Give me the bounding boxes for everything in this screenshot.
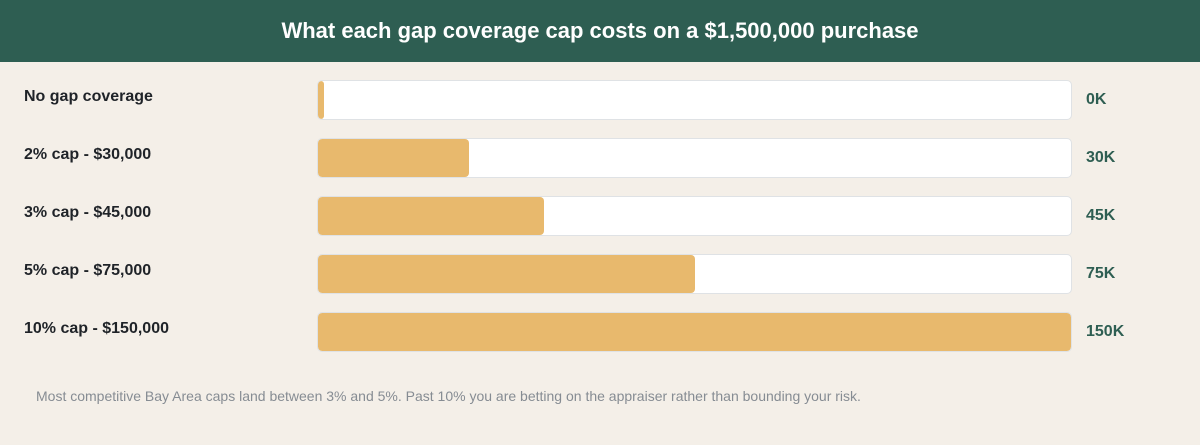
chart-footnote: Most competitive Bay Area caps land betw…: [36, 388, 861, 404]
bar-track: [317, 80, 1072, 120]
bar-track: [317, 138, 1072, 178]
bar-row: No gap coverage 0K: [0, 80, 1200, 122]
bar-track: [317, 196, 1072, 236]
bar: [318, 197, 544, 235]
bar-row: 3% cap - $45,000 45K: [0, 196, 1200, 238]
bar-chart: No gap coverage 0K 2% cap - $30,000 30K 3% c…: [0, 62, 1200, 382]
category-label: 5% cap - $75,000: [24, 262, 152, 279]
bar-row: 2% cap - $30,000 30K: [0, 138, 1200, 180]
value-label: 75K: [1086, 265, 1116, 282]
chart-title: What each gap coverage cap costs on a $1…: [281, 18, 919, 43]
bar-row: 10% cap - $150,000 150K: [0, 312, 1200, 354]
bar: [318, 313, 1071, 351]
bar-track: [317, 312, 1072, 352]
bar: [318, 139, 469, 177]
category-label: 3% cap - $45,000: [24, 204, 152, 221]
value-label: 0K: [1086, 91, 1107, 108]
bar: [318, 81, 324, 119]
value-label: 150K: [1086, 323, 1125, 340]
bar-row: 5% cap - $75,000 75K: [0, 254, 1200, 296]
chart-header: What each gap coverage cap costs on a $1…: [0, 0, 1200, 62]
bar: [318, 255, 695, 293]
category-label: 2% cap - $30,000: [24, 146, 152, 163]
category-label: 10% cap - $150,000: [24, 320, 169, 337]
category-label: No gap coverage: [24, 88, 153, 105]
value-label: 30K: [1086, 149, 1116, 166]
bar-track: [317, 254, 1072, 294]
value-label: 45K: [1086, 207, 1116, 224]
